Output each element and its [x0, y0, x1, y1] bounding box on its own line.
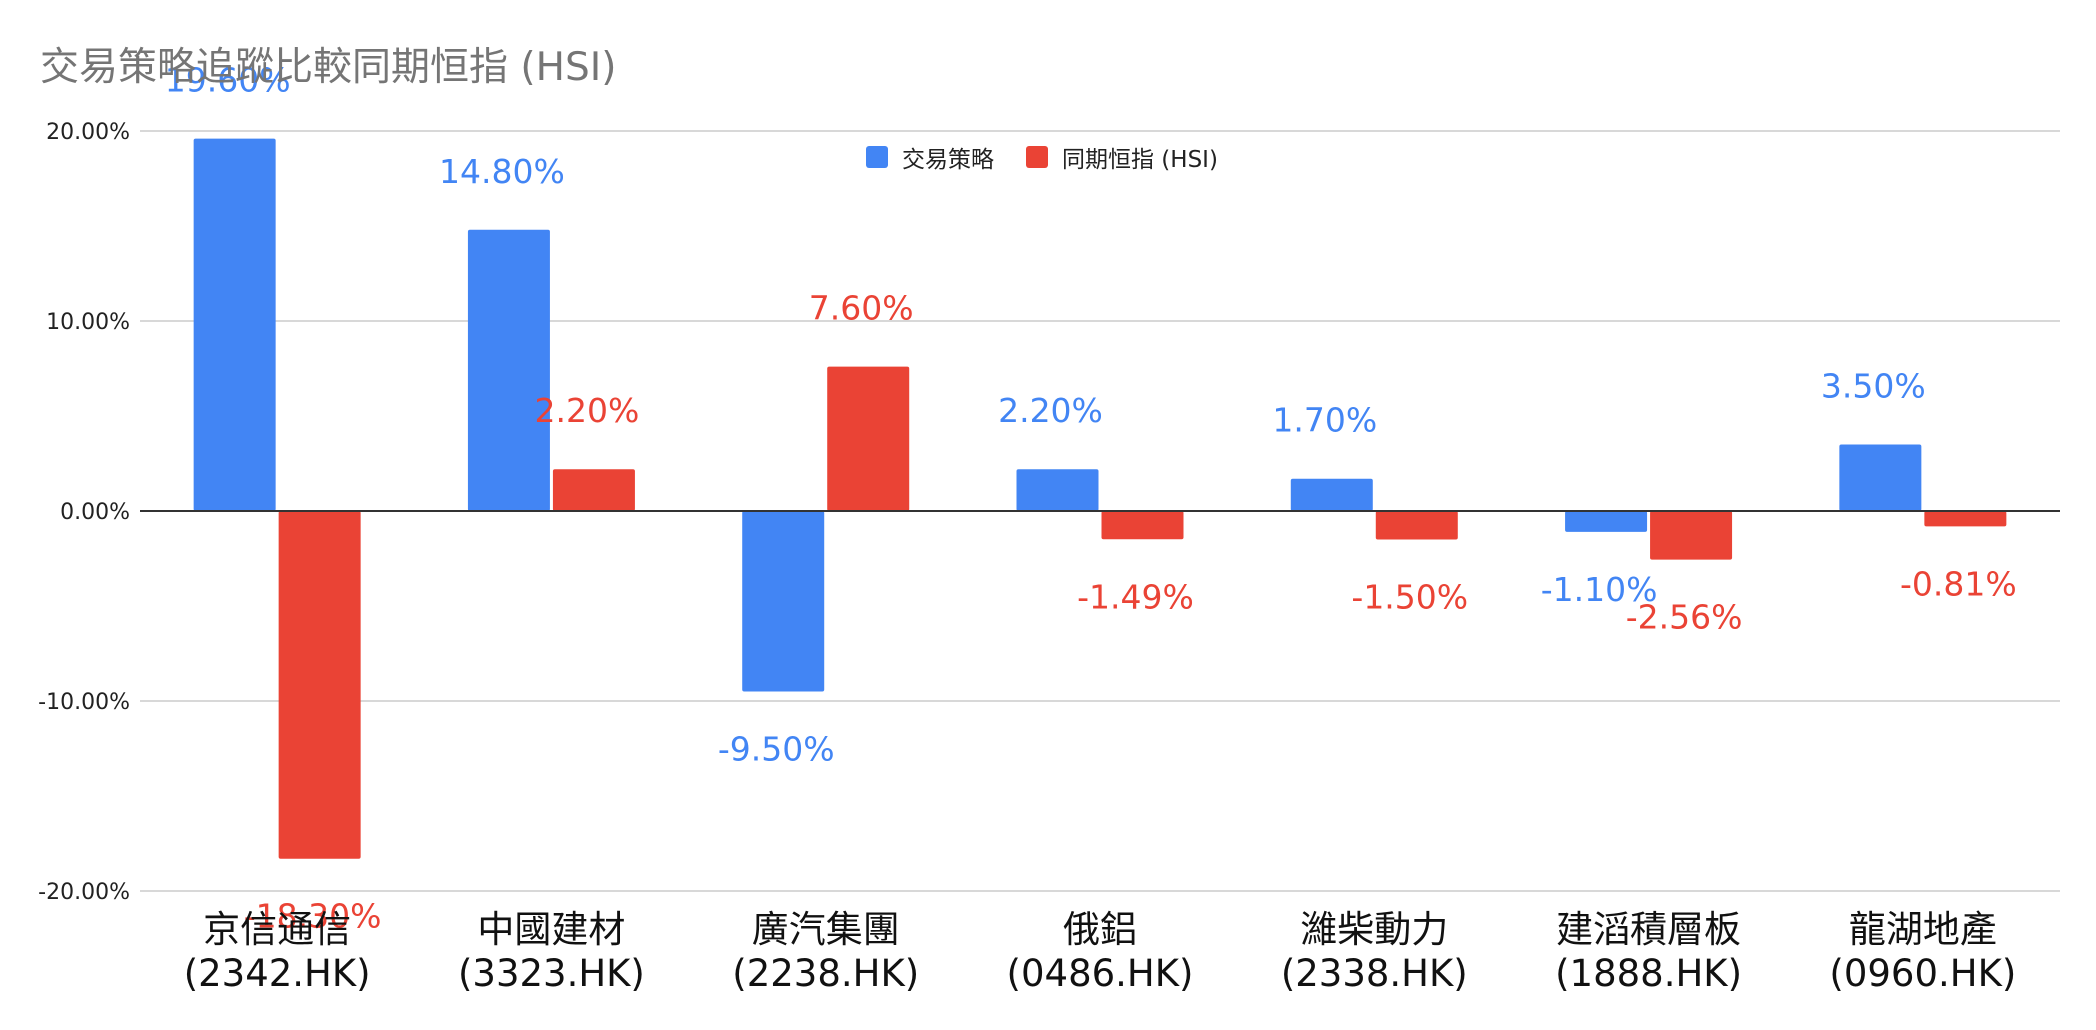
data-label: -2.56% [1626, 598, 1743, 637]
x-tick-label-code: (0486.HK) [1007, 952, 1194, 995]
x-tick-label: 京信通信 [203, 908, 351, 951]
data-label: 2.20% [998, 391, 1103, 430]
bar[interactable] [467, 229, 550, 512]
data-label: -1.10% [1541, 570, 1658, 609]
data-label: 14.80% [439, 152, 565, 191]
x-tick-label-code: (2238.HK) [732, 952, 919, 995]
bars [193, 138, 2007, 859]
y-tick-label: -20.00% [38, 880, 130, 905]
data-label: -0.81% [1900, 564, 2017, 603]
bar[interactable] [1839, 444, 1922, 512]
data-labels: 19.60% -18.30% 14.80% 2.20% -9.50% 7.60% 2.20%… [165, 61, 2017, 936]
bar[interactable] [1565, 511, 1648, 532]
tick-labels: 20.00% 10.00% 0.00% -10.00% -20.00% 京信通信(2342… [38, 120, 2016, 995]
legend-label-strategy: 交易策略 [902, 147, 994, 173]
data-label: -9.50% [718, 730, 835, 769]
grid-lines [140, 130, 2060, 892]
bar[interactable] [1650, 511, 1733, 560]
bar[interactable] [742, 511, 825, 692]
y-tick-label: 0.00% [60, 500, 130, 525]
bar[interactable] [552, 469, 635, 511]
x-tick-label: 中國建材 [477, 908, 625, 951]
x-tick-label-code: (3323.HK) [458, 952, 645, 995]
y-tick-label: 10.00% [46, 310, 130, 335]
bar[interactable] [827, 366, 910, 511]
data-label: 19.60% [165, 61, 291, 100]
x-tick-label-code: (1888.HK) [1555, 952, 1742, 995]
legend-label-hsi: 同期恒指 (HSI) [1062, 147, 1218, 173]
bar[interactable] [1016, 469, 1099, 511]
bar[interactable] [278, 511, 361, 859]
x-tick-label: 廣汽集團 [752, 908, 900, 951]
y-tick-label: -10.00% [38, 690, 130, 715]
data-label: 3.50% [1821, 367, 1926, 406]
x-tick-label: 俄鋁 [1063, 908, 1137, 951]
x-tick-label-code: (0960.HK) [1829, 952, 2016, 995]
data-label: 1.70% [1272, 401, 1377, 440]
x-tick-label: 建滔積層板 [1556, 908, 1741, 951]
x-tick-label: 濰柴動力 [1300, 908, 1448, 951]
bar[interactable] [1101, 511, 1184, 540]
data-label: -18.30% [244, 897, 382, 936]
legend: 交易策略 同期恒指 (HSI) [866, 140, 1250, 174]
bar[interactable] [1375, 511, 1458, 540]
y-tick-label: 20.00% [46, 120, 130, 145]
bar[interactable] [193, 138, 276, 511]
x-tick-label-code: (2342.HK) [184, 952, 371, 995]
data-label: 2.20% [535, 391, 640, 430]
legend-item-hsi[interactable]: 同期恒指 (HSI) [1026, 140, 1218, 174]
bar[interactable] [1924, 511, 2007, 527]
data-label: 7.60% [809, 289, 914, 328]
legend-item-strategy[interactable]: 交易策略 [866, 140, 994, 174]
x-tick-label: 龍湖地產 [1849, 908, 1997, 951]
legend-swatch-strategy [866, 146, 888, 168]
data-label: -1.50% [1351, 578, 1468, 617]
legend-swatch-hsi [1026, 146, 1048, 168]
chart-title: 交易策略追蹤比較同期恒指 (HSI) [40, 45, 617, 90]
bar[interactable] [1290, 478, 1373, 511]
data-label: -1.49% [1077, 577, 1194, 616]
x-tick-label-code: (2338.HK) [1281, 952, 1468, 995]
